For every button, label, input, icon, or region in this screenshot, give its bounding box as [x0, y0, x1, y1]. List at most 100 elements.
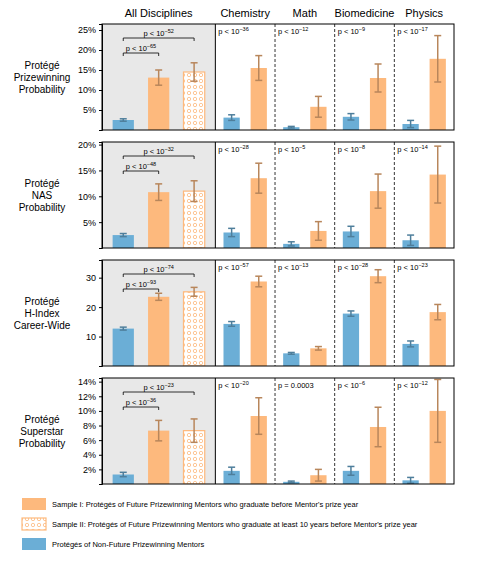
error-bar-cap [191, 442, 198, 444]
bar [183, 292, 204, 366]
error-bar-cap [228, 466, 235, 468]
error-bar-line [377, 270, 379, 283]
y-tick: 5% [83, 218, 102, 228]
error-bar-cap [155, 200, 162, 202]
error-bar-cap [407, 340, 414, 342]
y-axis: 5%10%15%20% [78, 140, 103, 249]
p-value-text: p < 10 [338, 145, 359, 154]
error-bar-cap [315, 469, 322, 471]
panel-row: p < 10−23p < 10−36p < 10−20p = 0.0003p <… [19, 377, 454, 484]
error-bar-cap [255, 286, 262, 288]
error-bar-cap [315, 346, 322, 348]
bar [223, 324, 239, 366]
p-value: p < 10−13 [278, 262, 308, 273]
p-value: p < 10−36 [218, 26, 248, 37]
p-value: p < 10−28 [218, 144, 248, 155]
error-bar-cap [288, 352, 295, 354]
error-bar-cap [347, 315, 354, 317]
p-value-text: p < 10 [218, 381, 239, 390]
y-tick-label: 14% [78, 377, 96, 387]
error-bar [228, 467, 235, 474]
error-bar [375, 270, 382, 283]
column-title: All Disciplines [125, 7, 193, 19]
p-value: p < 10−48 [126, 161, 156, 172]
y-tick-mark [99, 440, 102, 441]
p-value-exponent: −36 [147, 397, 156, 403]
error-bar [434, 379, 441, 442]
panel-separator [394, 142, 395, 248]
error-bar-cap [255, 434, 262, 436]
error-bar [288, 126, 295, 128]
error-bar [375, 64, 382, 92]
y-tick-mark [99, 455, 102, 456]
y-tick: 10 [86, 332, 102, 342]
error-bar [228, 228, 235, 236]
comparison-bracket [123, 274, 194, 277]
error-bar [407, 341, 414, 347]
error-bar [191, 63, 198, 81]
error-bar [255, 56, 262, 81]
p-value-text: p < 10 [278, 27, 299, 36]
y-tick-mark [99, 426, 102, 427]
error-bar-line [258, 163, 260, 193]
error-bar [288, 352, 295, 354]
error-bar-cap [288, 127, 295, 129]
error-bar-cap [120, 120, 127, 122]
bar [148, 78, 169, 130]
error-bar-cap [120, 233, 127, 235]
error-bar [120, 234, 127, 237]
y-tick-label: 15% [78, 166, 96, 176]
p-value-exponent: −6 [359, 380, 365, 386]
legend-item: Protégés of Non-Future Prizewinning Ment… [22, 538, 204, 550]
error-bar-cap [255, 55, 262, 57]
panel-separator [275, 378, 276, 484]
error-bar-line [350, 226, 352, 236]
panel-row: p < 10−74p < 10−93p < 10−57p < 10−13p < … [14, 260, 454, 367]
error-bar-cap [120, 326, 127, 328]
error-bar-cap [228, 228, 235, 230]
y-axis-line [99, 143, 103, 249]
row-label-line: Probability [19, 84, 66, 95]
y-tick: 12% [78, 392, 102, 402]
bar [148, 297, 169, 366]
y-tick-label: 15% [78, 65, 96, 75]
comparison-bracket [123, 392, 194, 395]
panel-separator [334, 142, 335, 248]
error-bar [255, 276, 262, 287]
p-value-exponent: −48 [147, 161, 156, 167]
error-bar [347, 466, 354, 475]
p-value-exponent: −28 [359, 262, 368, 268]
error-bar-line [318, 96, 320, 117]
panel-row: p < 10−52p < 10−65All Disciplinesp < 10−… [14, 7, 454, 131]
p-value-text: p < 10 [143, 147, 164, 156]
p-value-exponent: −14 [418, 144, 427, 150]
panel-separator [394, 260, 395, 366]
error-bar [434, 146, 441, 203]
bar [113, 235, 134, 248]
error-bar [191, 419, 198, 442]
row-label-line: Probability [19, 202, 66, 213]
y-tick: 25% [78, 25, 102, 35]
y-tick: 15% [78, 65, 102, 75]
error-bar [255, 163, 262, 193]
row-label-line: Protégé [24, 60, 59, 71]
error-bar-cap [315, 221, 322, 223]
error-bar-cap [434, 145, 441, 147]
row-label: ProtégéSuperstarProbability [19, 414, 66, 449]
panel-background [102, 142, 215, 248]
legend-label: Sample I: Protégés of Future Prizewinnin… [52, 500, 359, 509]
y-tick: 20 [86, 302, 102, 312]
legend: Sample I: Protégés of Future Prizewinnin… [22, 498, 418, 550]
p-value-exponent: −20 [239, 380, 248, 386]
bar [430, 312, 446, 366]
error-bar-cap [228, 114, 235, 116]
y-tick: 4% [83, 450, 102, 460]
error-bar-cap [155, 69, 162, 71]
error-bar-line [437, 146, 439, 203]
row-label: ProtégéNASProbability [19, 178, 66, 213]
error-bar [228, 322, 235, 327]
error-bar [191, 181, 198, 202]
error-bar [228, 115, 235, 121]
y-tick-label: 10% [78, 192, 96, 202]
y-tick-mark [99, 50, 102, 51]
